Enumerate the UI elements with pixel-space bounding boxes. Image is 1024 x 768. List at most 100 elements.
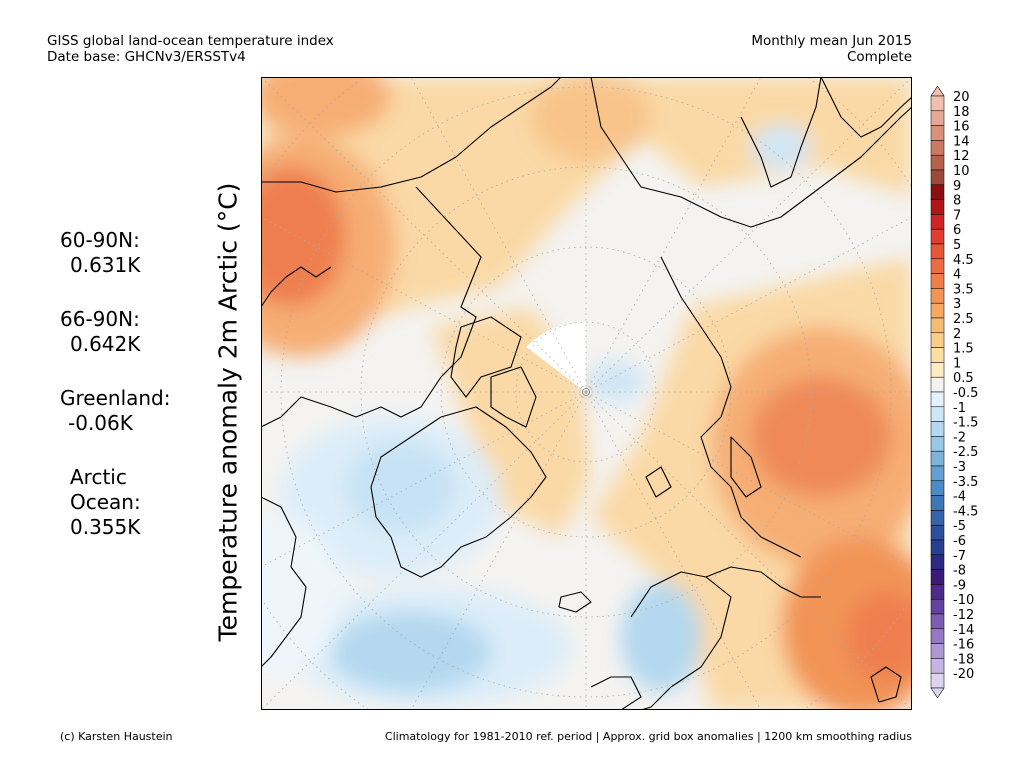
colorbar-label: -0.5: [953, 386, 978, 401]
colorbar-swatch: [930, 302, 945, 319]
colorbar-label: -12: [953, 608, 974, 623]
regional-stats: 60-90N: 0.631K 66-90N: 0.642K Greenland:…: [60, 228, 171, 569]
anomaly-warm-north: [261, 77, 912, 347]
colorbar-label: -5: [953, 519, 966, 534]
footer-credit: (c) Karsten Haustein: [60, 730, 173, 743]
colorbar-label: 6: [953, 223, 961, 238]
coast-scandinavia: [630, 571, 732, 710]
stat-60-90n: 60-90N: 0.631K: [60, 228, 171, 278]
header-right: Monthly mean Jun 2015 Complete: [751, 33, 912, 65]
colorbar-label: 18: [953, 105, 970, 120]
colorbar-label: 2: [953, 327, 961, 342]
colorbar-swatch: [930, 154, 945, 171]
colorbar-swatch: [930, 524, 945, 541]
colorbar-swatch: [930, 628, 945, 644]
anomaly-pole: [586, 362, 646, 402]
header-title: GISS global land-ocean temperature index: [47, 33, 334, 49]
colorbar-label: -3.5: [953, 475, 978, 490]
colorbar-label: -9: [953, 578, 966, 593]
anomaly-scandinavia: [621, 582, 701, 692]
colorbar-label: 20: [953, 90, 970, 105]
coastlines: [261, 77, 912, 710]
colorbar-swatch: [930, 510, 945, 526]
anomaly-north-atlantic-core: [331, 612, 491, 692]
colorbar-label: 2.5: [953, 312, 974, 327]
colorbar-swatch: [930, 391, 945, 408]
colorbar-swatch: [930, 362, 945, 378]
header-left: GISS global land-ocean temperature index…: [47, 33, 334, 65]
coast-siberia-east: [590, 77, 912, 228]
colorbar-label: -16: [953, 638, 974, 653]
colorbar-swatch: [930, 672, 945, 689]
colorbar-label: 1.5: [953, 342, 974, 357]
colorbar-label: -4: [953, 490, 966, 505]
coast-alaska-south: [261, 266, 332, 308]
anomaly-field: [261, 77, 912, 710]
stat-label: 60-90N:: [60, 228, 140, 252]
footer-note: Climatology for 1981-2010 ref. period | …: [384, 730, 912, 743]
colorbar-label: 4.5: [953, 253, 974, 268]
colorbar-swatch: [930, 169, 945, 186]
colorbar-swatch: [930, 539, 945, 556]
stat-66-90n: 66-90N: 0.642K: [60, 307, 171, 357]
colorbar-swatch: [930, 376, 945, 393]
colorbar-max-arrow: [930, 86, 945, 97]
colorbar-label: -20: [953, 667, 974, 682]
colorbar-swatch: [930, 554, 945, 570]
colorbar-swatch: [930, 643, 945, 659]
colorbar-swatch: [930, 125, 945, 141]
colorbar-min-arrow: [930, 687, 945, 699]
anomaly-greenland-core: [346, 442, 456, 532]
colorbar-swatch: [930, 613, 945, 630]
colorbar-label: -2.5: [953, 445, 978, 460]
colorbar-label: -1: [953, 401, 966, 416]
colorbar-swatch: [930, 243, 945, 260]
colorbar-label: 7: [953, 208, 961, 223]
arctic-anomaly-map: [261, 77, 912, 710]
coast-caspian: [870, 666, 902, 703]
colorbar-swatch: [930, 110, 945, 126]
anomaly-bering: [261, 77, 391, 137]
colorbar-swatch: [930, 258, 945, 274]
graticule: [261, 77, 912, 710]
coast-novaya-zemlya: [730, 436, 762, 498]
stat-greenland: Greenland: -0.06K: [60, 386, 171, 436]
colorbar-labels: 201816141210987654.543.532.521.510.5-0.5…: [953, 90, 978, 682]
stat-value: 0.631K: [70, 253, 141, 277]
colorbar-swatch: [930, 658, 945, 674]
north-pole-marker: [582, 388, 590, 396]
colorbar-swatch: [930, 228, 945, 245]
anomaly-siberia-core: [751, 377, 891, 497]
coast-iceland: [558, 591, 592, 613]
colorbar-swatch: [930, 214, 945, 230]
colorbar-swatch: [930, 273, 945, 289]
colorbar-swatch: [930, 495, 945, 511]
colorbar-swatch: [930, 450, 945, 467]
colorbar-label: -1.5: [953, 416, 978, 431]
colorbar-label: 4: [953, 268, 961, 283]
colorbar-swatch: [930, 347, 945, 363]
coast-kamchatka: [740, 77, 822, 188]
colorbar-swatch: [930, 436, 945, 452]
coast-kola: [705, 566, 821, 598]
colorbar-label: 5: [953, 238, 961, 253]
coast-svalbard: [645, 466, 672, 498]
anomaly-west-canada: [261, 517, 341, 677]
colorbar-label: -10: [953, 593, 974, 608]
stat-arctic-ocean: Arctic Ocean: 0.355K: [60, 465, 171, 540]
colorbar-swatch: [930, 140, 945, 156]
colorbar-label: -8: [953, 564, 966, 579]
colorbar-swatch: [930, 332, 945, 348]
anomaly-central-asia-core: [846, 592, 912, 682]
y-axis-label: Temperature anomaly 2m Arctic (°C): [213, 182, 243, 642]
stat-value: -0.06K: [68, 411, 133, 435]
coast-okhotsk: [820, 77, 912, 138]
stat-label: 66-90N:: [60, 307, 140, 331]
stat-value: 0.642K: [70, 332, 141, 356]
colorbar-swatch: [930, 598, 945, 615]
colorbar-label: -18: [953, 652, 974, 667]
colorbar-swatch: [930, 480, 945, 496]
polar-gap: [526, 322, 586, 392]
colorbar-label: -6: [953, 534, 966, 549]
colorbar-label: 3: [953, 297, 961, 312]
